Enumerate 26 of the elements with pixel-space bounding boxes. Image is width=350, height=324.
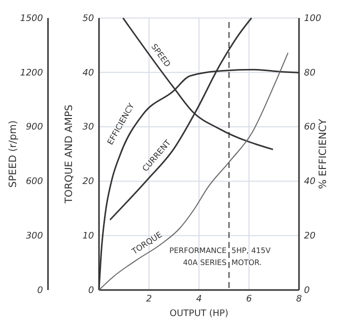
- y2-tick-label: 40: [304, 177, 316, 188]
- x-tick-label: 2: [146, 294, 152, 304]
- y3-tick-label: 1500: [20, 14, 44, 24]
- y2-tick-label: 80: [304, 68, 316, 78]
- y3-axis-title: SPEED (r/pm): [8, 120, 19, 188]
- y2-tick-label: 60: [304, 122, 316, 133]
- y2-tick-label: 0: [304, 286, 310, 296]
- y3-tick-label: 1200: [20, 68, 44, 78]
- y-tick-label: 40: [82, 68, 94, 78]
- x-tick-label: 8: [296, 294, 302, 304]
- y-tick-label: 20: [82, 177, 94, 188]
- y2-tick-label: 20: [304, 231, 316, 242]
- x-axis-title: OUTPUT (HP): [170, 309, 228, 319]
- y3-tick-label: 900: [26, 122, 44, 133]
- y-tick-label: 0: [88, 286, 94, 296]
- y3-tick-label: 600: [26, 177, 44, 188]
- y3-tick-label: 300: [26, 231, 44, 242]
- x-tick-label: 4: [196, 294, 202, 304]
- y2-axis-title: % EFFICIENCY: [318, 118, 329, 190]
- y-tick-label: 30: [82, 122, 94, 133]
- y-axis-title: TORQUE AND AMPS: [64, 104, 75, 204]
- y-tick-label: 50: [82, 14, 94, 24]
- y2-tick-label: 100: [304, 14, 322, 24]
- y3-tick-label: 0: [37, 286, 44, 296]
- y-tick-label: 10: [82, 231, 94, 242]
- x-tick-label: 6: [246, 294, 252, 304]
